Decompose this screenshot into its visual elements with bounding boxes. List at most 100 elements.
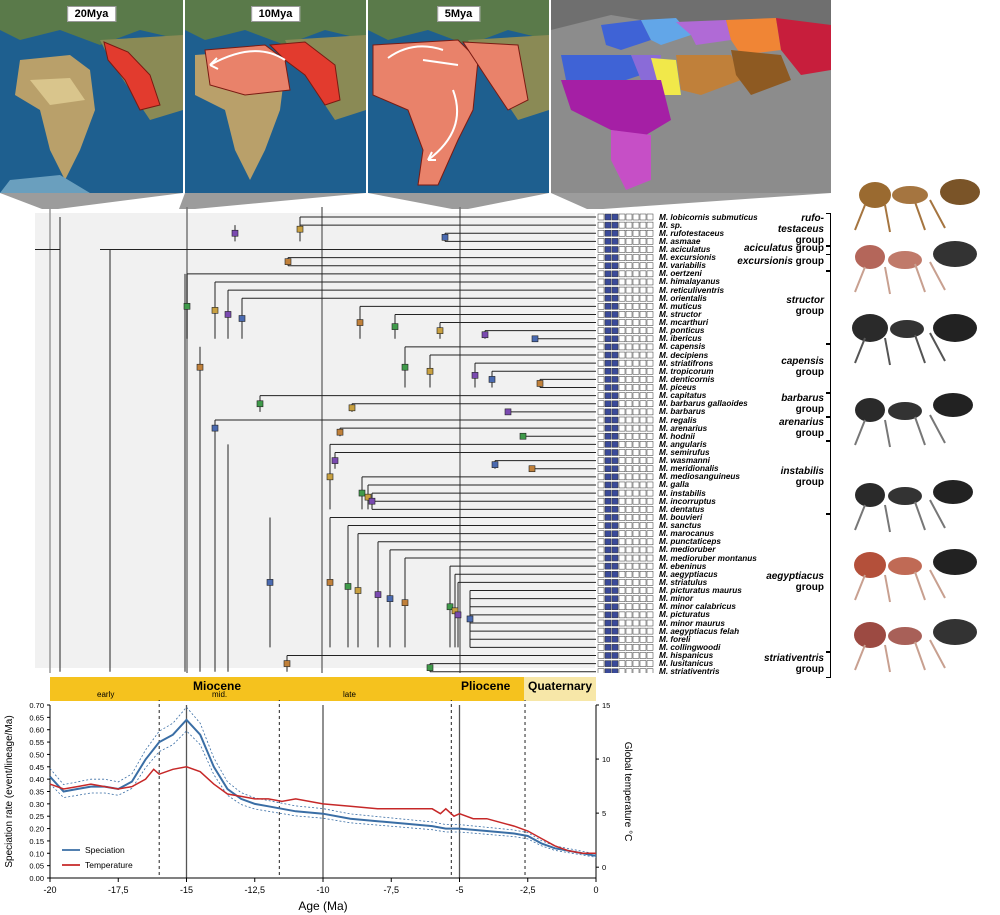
tip-state-box xyxy=(611,400,619,408)
y2-tick-label: 0 xyxy=(602,863,606,872)
tip-state-box xyxy=(639,579,647,586)
tip-state-box xyxy=(632,270,640,278)
tip-state-box xyxy=(632,587,640,594)
tip-state-box xyxy=(639,457,647,464)
tree-node xyxy=(364,493,372,501)
tip-state-box xyxy=(632,262,640,269)
tip-state-box xyxy=(597,522,605,529)
tip-state-box xyxy=(639,432,647,440)
tip-label: M. angularis xyxy=(659,439,707,449)
tip-state-box xyxy=(639,294,647,302)
tip-state-box xyxy=(604,286,612,294)
tip-state-box xyxy=(632,384,640,391)
tip-state-box xyxy=(611,522,619,529)
tip-state-box xyxy=(611,432,619,440)
tip-state-box xyxy=(597,400,605,408)
tip-state-box xyxy=(625,514,633,521)
tip-label: M. variabilis xyxy=(659,261,706,271)
y-tick-label: 0.70 xyxy=(29,701,44,710)
tip-state-box xyxy=(597,644,605,651)
tip-state-box xyxy=(611,351,619,359)
speciation-rate-chart: -20 -17,5 -15 -12,5 -10 -7,5 -5 -2,5 0 0.00 0.05 0.… xyxy=(4,700,633,913)
tip-state-box xyxy=(604,238,612,245)
tip-state-box xyxy=(646,416,654,424)
y-tick-label: 0.45 xyxy=(29,763,44,772)
group-bracket xyxy=(826,416,831,443)
tip-label: M. regalis xyxy=(659,415,697,425)
tip-state-box xyxy=(646,441,654,448)
tip-state-box xyxy=(618,668,626,673)
tip-state-box xyxy=(625,489,633,497)
tip-state-box xyxy=(618,522,626,529)
tip-state-box xyxy=(611,587,619,594)
group-word: group xyxy=(795,582,824,594)
legend-label: Temperature xyxy=(85,860,133,870)
tip-state-box xyxy=(597,368,605,375)
tip-state-box xyxy=(618,416,626,424)
tip-state-box xyxy=(625,327,633,334)
tip-label: M. ebeninus xyxy=(659,561,707,571)
tip-state-box xyxy=(618,514,626,521)
tip-state-box xyxy=(611,270,619,278)
tip-state-box xyxy=(597,514,605,521)
tip-state-box xyxy=(632,457,640,464)
tip-state-box xyxy=(618,319,626,326)
tip-state-box xyxy=(639,546,647,554)
tip-label: M. incorruptus xyxy=(659,496,716,506)
group-name: arenarius xyxy=(778,417,824,429)
tip-state-box xyxy=(604,311,612,318)
tree-node xyxy=(326,579,334,586)
tip-state-box xyxy=(611,441,619,448)
tip-state-box xyxy=(625,627,633,635)
tip-state-box xyxy=(632,562,640,570)
tip-state-box xyxy=(639,343,647,351)
tip-state-box xyxy=(618,465,626,472)
tip-label: M. foreli xyxy=(659,634,691,644)
tip-state-box xyxy=(625,311,633,318)
group-label: aegyptiacus group xyxy=(766,571,824,593)
tree-node xyxy=(454,611,462,619)
epoch-miocene-label: Miocene xyxy=(193,679,242,693)
tip-state-box xyxy=(625,473,633,481)
tip-label: M. mcarthuri xyxy=(659,318,709,328)
tip-state-box xyxy=(618,538,626,546)
map-10mya-image xyxy=(185,0,366,193)
tip-state-box xyxy=(604,400,612,408)
tree-node xyxy=(426,664,434,671)
group-label: capensis group xyxy=(781,356,824,378)
tip-state-box xyxy=(646,432,654,440)
tip-state-box xyxy=(597,538,605,546)
group-name: rufo- xyxy=(801,213,824,225)
tip-state-box xyxy=(625,408,633,416)
tip-state-box xyxy=(597,554,605,562)
x-tick-label: -15 xyxy=(180,885,193,895)
tree-node xyxy=(183,303,191,310)
tip-state-box xyxy=(604,441,612,448)
speciation-lower-bound xyxy=(49,730,597,858)
tip-state-box xyxy=(639,303,647,310)
tip-state-box xyxy=(625,319,633,326)
tip-label: M. aegyptiacus felah xyxy=(659,626,740,636)
y-tick-label: 0.20 xyxy=(29,825,44,834)
tip-state-box xyxy=(611,465,619,472)
tip-state-box xyxy=(646,546,654,554)
tip-state-box xyxy=(618,441,626,448)
tip-state-box xyxy=(639,213,647,221)
tip-state-box xyxy=(639,359,647,367)
tip-state-box xyxy=(618,619,626,627)
y-tick-label: 0.10 xyxy=(29,849,44,858)
tip-state-box xyxy=(611,660,619,667)
tree-node xyxy=(504,408,512,416)
tree-node xyxy=(491,461,499,468)
tip-label: M. arenarius xyxy=(659,423,708,433)
tip-state-box xyxy=(639,238,647,245)
tip-state-box xyxy=(646,587,654,594)
tip-state-box xyxy=(597,587,605,594)
tip-state-box xyxy=(597,278,605,286)
tip-state-box xyxy=(597,327,605,334)
tip-label: M. ponticus xyxy=(659,326,705,336)
tree-node xyxy=(231,229,239,237)
tip-state-box xyxy=(625,246,633,253)
tip-state-box xyxy=(597,497,605,505)
y-tick-label: 0.65 xyxy=(29,713,44,722)
